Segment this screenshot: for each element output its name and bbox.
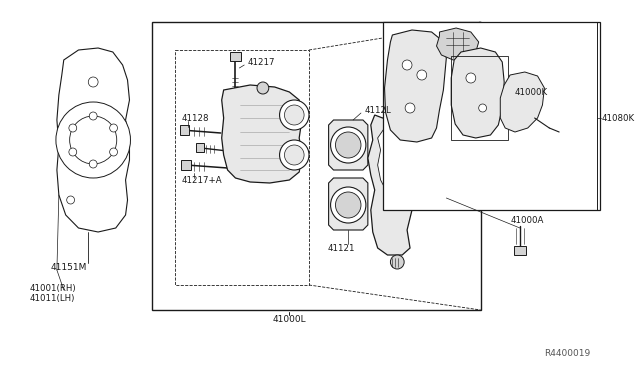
Text: 41217: 41217 — [247, 58, 275, 67]
Polygon shape — [385, 30, 446, 142]
Bar — [152, 22, 481, 310]
Circle shape — [280, 140, 309, 170]
Circle shape — [56, 102, 131, 178]
Polygon shape — [57, 48, 129, 232]
Circle shape — [466, 73, 476, 83]
Polygon shape — [221, 85, 302, 183]
Circle shape — [89, 160, 97, 168]
Circle shape — [89, 112, 97, 120]
Text: 41000K: 41000K — [515, 87, 548, 96]
Text: 41128: 41128 — [182, 113, 209, 122]
Circle shape — [402, 60, 412, 70]
Bar — [230, 52, 241, 61]
Text: 41151M: 41151M — [51, 263, 87, 273]
Polygon shape — [368, 108, 431, 255]
Text: 4112L: 4112L — [365, 106, 392, 115]
Circle shape — [417, 70, 427, 80]
Circle shape — [69, 148, 77, 156]
Text: R4400019: R4400019 — [545, 350, 591, 359]
Text: 41000L: 41000L — [273, 315, 306, 324]
Bar — [179, 125, 189, 135]
Circle shape — [331, 187, 366, 223]
Polygon shape — [328, 178, 368, 230]
Polygon shape — [328, 120, 368, 170]
Bar — [182, 160, 191, 170]
Circle shape — [405, 103, 415, 113]
Text: 41217+A: 41217+A — [182, 176, 222, 185]
Text: 41000A: 41000A — [510, 215, 543, 224]
Circle shape — [67, 196, 74, 204]
Circle shape — [335, 192, 361, 218]
Polygon shape — [378, 125, 420, 193]
Bar — [383, 22, 600, 210]
Circle shape — [479, 104, 486, 112]
Circle shape — [284, 105, 304, 125]
Circle shape — [390, 255, 404, 269]
Text: 41121: 41121 — [328, 244, 355, 253]
Circle shape — [109, 124, 118, 132]
Circle shape — [257, 82, 269, 94]
Circle shape — [109, 148, 118, 156]
Bar — [451, 56, 508, 140]
Circle shape — [280, 100, 309, 130]
Circle shape — [284, 145, 304, 165]
Text: 41080K: 41080K — [602, 113, 634, 122]
Bar — [175, 50, 309, 285]
Circle shape — [88, 77, 98, 87]
Text: 41001(RH): 41001(RH) — [29, 283, 76, 292]
Bar — [196, 143, 204, 152]
Circle shape — [70, 116, 116, 164]
Text: 41011(LH): 41011(LH) — [29, 294, 75, 302]
Polygon shape — [500, 72, 545, 132]
Polygon shape — [436, 28, 479, 60]
Circle shape — [331, 127, 366, 163]
Circle shape — [335, 132, 361, 158]
Polygon shape — [451, 48, 504, 138]
Bar — [514, 246, 526, 255]
Circle shape — [69, 124, 77, 132]
